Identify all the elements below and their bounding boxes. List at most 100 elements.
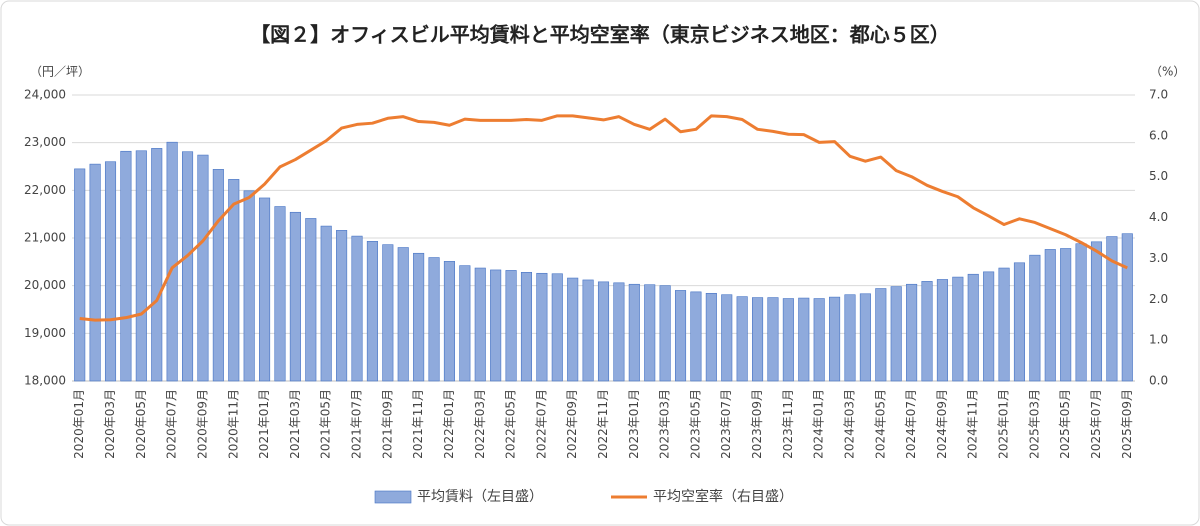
bar <box>567 277 579 382</box>
chart-title: 【図２】オフィスビル平均賃料と平均空室率（東京ビジネス地区：都心５区） <box>250 23 950 47</box>
bar <box>197 154 209 382</box>
x-tick-label: 2025年07月 <box>1089 389 1103 459</box>
bar <box>151 148 163 382</box>
x-tick-label: 2023年07月 <box>719 389 733 459</box>
x-tick-label: 2022年01月 <box>442 389 456 459</box>
bar <box>674 290 687 382</box>
bar <box>243 190 255 382</box>
bar <box>690 291 702 382</box>
bar <box>459 265 471 382</box>
bar <box>305 218 317 382</box>
y2-tick-label: 7.0 <box>1149 88 1168 102</box>
bar <box>536 272 548 382</box>
bar <box>890 286 902 382</box>
legend-swatch <box>374 490 412 504</box>
y2-tick-label: 3.0 <box>1149 251 1168 265</box>
x-tick-label: 2024年03月 <box>842 389 856 459</box>
x-tick-label: 2025年05月 <box>1058 389 1072 459</box>
x-tick-label: 2022年09月 <box>565 389 579 459</box>
bar <box>89 163 101 382</box>
y2-axis-label: （%） <box>1150 65 1185 79</box>
bar <box>983 271 995 382</box>
x-tick-label: 2021年03月 <box>288 389 302 459</box>
x-tick-label: 2025年01月 <box>997 389 1011 459</box>
bar <box>289 211 301 382</box>
bar <box>135 150 147 382</box>
bar <box>351 235 363 382</box>
y-tick-label: 19,000 <box>24 326 66 340</box>
x-tick-label: 2023年03月 <box>658 389 672 459</box>
x-tick-label: 2025年03月 <box>1027 389 1041 459</box>
x-tick-label: 2023年09月 <box>750 389 764 459</box>
x-tick-label: 2021年07月 <box>350 389 364 459</box>
bar <box>1044 249 1056 382</box>
bar <box>274 206 286 382</box>
y-tick-label: 20,000 <box>24 278 66 292</box>
legend-label: 平均空室率（右目盛） <box>653 488 793 505</box>
bar <box>859 293 871 382</box>
bar <box>628 283 640 382</box>
bar <box>505 270 517 382</box>
bar <box>259 197 271 382</box>
bar <box>1029 254 1041 382</box>
bar <box>104 161 117 382</box>
x-tick-label: 2024年01月 <box>812 389 826 459</box>
bar <box>936 279 948 382</box>
y-axis-label: （円／坪） <box>30 65 90 79</box>
bar <box>1121 233 1133 382</box>
bar <box>998 267 1010 382</box>
bar <box>413 252 425 382</box>
bar <box>582 279 594 382</box>
x-tick-label: 2020年01月 <box>72 389 86 459</box>
bar <box>967 273 979 382</box>
bar <box>782 298 794 382</box>
x-tick-label: 2022年03月 <box>473 389 487 459</box>
x-tick-label: 2023年01月 <box>627 389 641 459</box>
x-tick-label: 2020年11月 <box>226 389 240 459</box>
x-tick-label: 2023年05月 <box>688 389 702 459</box>
bar <box>813 298 825 382</box>
x-tick-label: 2021年01月 <box>257 389 271 459</box>
bar <box>490 269 502 382</box>
bar <box>443 261 455 382</box>
y2-tick-label: 2.0 <box>1149 292 1168 306</box>
y-tick-label: 21,000 <box>24 231 66 245</box>
y2-tick-label: 6.0 <box>1149 128 1168 142</box>
x-tick-label: 2021年11月 <box>411 389 425 459</box>
x-tick-label: 2020年07月 <box>165 389 179 459</box>
y-tick-label: 24,000 <box>24 88 66 102</box>
bar <box>166 141 178 382</box>
bar <box>212 169 224 382</box>
bar <box>1075 243 1087 382</box>
x-tick-label: 2021年09月 <box>380 389 394 459</box>
y2-tick-label: 5.0 <box>1149 169 1168 183</box>
bar <box>736 296 748 382</box>
bar <box>597 281 610 382</box>
bar <box>659 285 671 382</box>
x-tick-label: 2020年03月 <box>103 389 117 459</box>
y-tick-label: 18,000 <box>24 374 66 388</box>
x-tick-label: 2022年05月 <box>504 389 518 459</box>
bar <box>829 296 841 382</box>
bar <box>921 281 933 382</box>
bar <box>428 257 440 382</box>
bar <box>798 297 810 382</box>
bar <box>952 276 964 382</box>
bar <box>1060 248 1072 382</box>
x-tick-label: 2024年09月 <box>935 389 949 459</box>
legend-label: 平均賃料（左目盛） <box>417 489 543 505</box>
bar <box>1013 262 1025 382</box>
x-tick-label: 2022年11月 <box>596 389 610 459</box>
bar <box>844 294 856 382</box>
bar <box>721 294 733 382</box>
bar <box>382 244 394 382</box>
bar <box>767 297 779 382</box>
bar <box>875 288 887 382</box>
x-tick-label: 2024年07月 <box>904 389 918 459</box>
bar <box>1106 236 1118 382</box>
x-tick-label: 2020年09月 <box>195 389 209 459</box>
x-tick-label: 2022年07月 <box>534 389 548 459</box>
bar <box>182 151 194 382</box>
bar <box>336 230 348 382</box>
